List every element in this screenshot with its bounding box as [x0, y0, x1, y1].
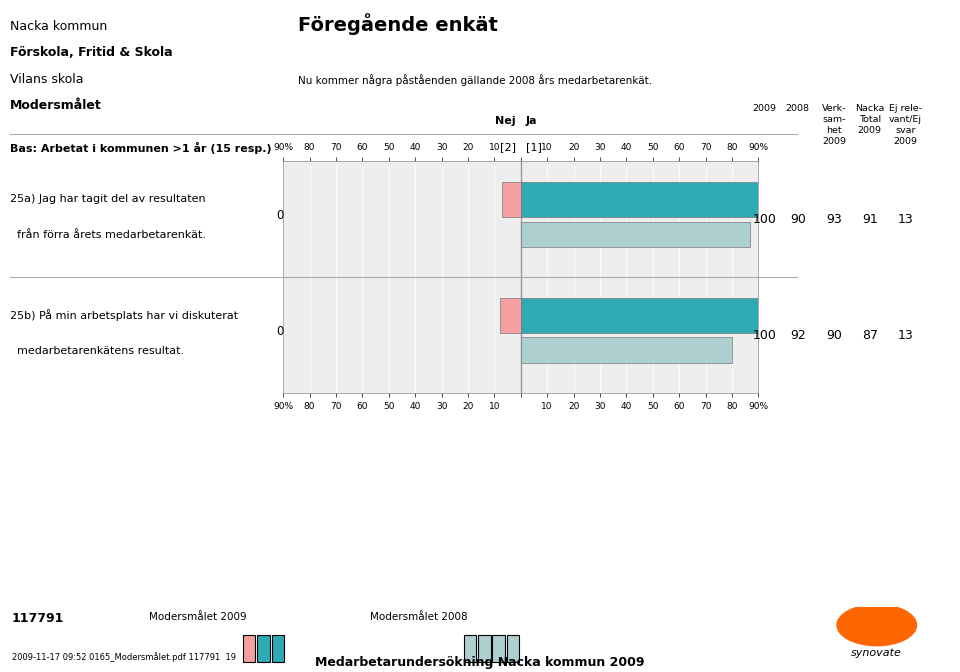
Text: 100: 100: [753, 213, 776, 226]
Bar: [464, 635, 476, 662]
Text: 90: 90: [790, 213, 805, 226]
Text: 91: 91: [862, 213, 877, 226]
Text: Medarbetarundersökning Nacka kommun 2009: Medarbetarundersökning Nacka kommun 2009: [315, 656, 645, 669]
Text: från förra årets medarbetarenkät.: från förra årets medarbetarenkät.: [10, 230, 205, 241]
Text: 25b) På min arbetsplats har vi diskuterat: 25b) På min arbetsplats har vi diskutera…: [10, 309, 238, 321]
Text: Modersmålet: Modersmålet: [10, 99, 102, 112]
Bar: [521, 337, 732, 363]
Bar: [521, 298, 764, 333]
Text: [2]: [2]: [499, 142, 516, 153]
Circle shape: [837, 605, 917, 646]
Bar: [492, 635, 505, 662]
Text: Modersmålet 2009: Modersmålet 2009: [149, 612, 247, 622]
Text: Ej rele-
vant/Ej
svar
2009: Ej rele- vant/Ej svar 2009: [889, 104, 922, 146]
Text: synovate: synovate: [852, 648, 902, 659]
Bar: [521, 222, 751, 247]
Text: 0: 0: [276, 209, 283, 222]
Text: Ja: Ja: [526, 116, 538, 126]
Circle shape: [862, 618, 891, 632]
Text: Vilans skola: Vilans skola: [10, 73, 84, 85]
Text: Nacka
Total
2009: Nacka Total 2009: [855, 104, 884, 135]
Bar: [243, 635, 255, 662]
Bar: [507, 635, 519, 662]
Text: 0: 0: [276, 325, 283, 337]
Text: 93: 93: [827, 213, 842, 226]
Text: 13: 13: [898, 213, 913, 226]
Text: Nacka kommun: Nacka kommun: [10, 20, 107, 33]
Text: 2009-11-17 09:52 0165_Modersmålet.pdf 117791  19: 2009-11-17 09:52 0165_Modersmålet.pdf 11…: [12, 652, 235, 662]
Text: 117791: 117791: [12, 612, 64, 624]
Text: Förskola, Fritid & Skola: Förskola, Fritid & Skola: [10, 46, 172, 59]
Bar: [502, 182, 521, 217]
Text: 87: 87: [862, 329, 877, 341]
Bar: [521, 182, 766, 217]
Text: 100: 100: [753, 329, 776, 341]
Text: 13: 13: [898, 329, 913, 341]
Circle shape: [851, 612, 903, 639]
Text: Bas: Arbetat i kommunen >1 år (15 resp.): Bas: Arbetat i kommunen >1 år (15 resp.): [10, 142, 272, 154]
Bar: [500, 298, 521, 333]
Text: Föregående enkät: Föregående enkät: [298, 13, 497, 36]
Text: [1]: [1]: [526, 142, 542, 153]
Text: medarbetarenkätens resultat.: medarbetarenkätens resultat.: [10, 346, 183, 356]
Text: 2008: 2008: [785, 104, 810, 113]
Text: 25a) Jag har tagit del av resultaten: 25a) Jag har tagit del av resultaten: [10, 194, 205, 204]
Bar: [272, 635, 284, 662]
Text: 2009: 2009: [753, 104, 777, 113]
Text: Modersmålet 2008: Modersmålet 2008: [370, 612, 468, 622]
Bar: [257, 635, 270, 662]
Text: Verk-
sam-
het
2009: Verk- sam- het 2009: [822, 104, 847, 146]
Text: 92: 92: [790, 329, 805, 341]
Text: 90: 90: [827, 329, 842, 341]
Text: Nu kommer några påståenden gällande 2008 års medarbetarenkät.: Nu kommer några påståenden gällande 2008…: [298, 74, 652, 86]
Bar: [478, 635, 491, 662]
Text: Nej: Nej: [495, 116, 516, 126]
